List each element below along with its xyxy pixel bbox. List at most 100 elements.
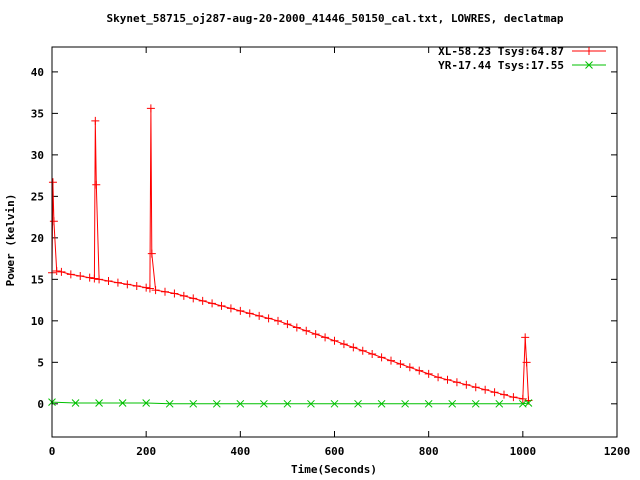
series-1-point	[236, 306, 245, 315]
y-tick-label: 15	[31, 273, 44, 286]
series-2-point	[354, 399, 362, 408]
series-1-point	[405, 363, 414, 372]
series-1-point	[283, 320, 292, 329]
series-1-point	[85, 273, 94, 282]
series-2-point	[330, 399, 339, 408]
x-tick-label: 1000	[510, 445, 537, 458]
series-2-point	[189, 399, 198, 408]
series-2-point	[118, 399, 127, 407]
x-tick-label: 1200	[604, 445, 631, 458]
series-1-point	[245, 309, 254, 318]
series-2-point	[524, 399, 533, 407]
series-2-point	[260, 399, 268, 408]
y-axis-label: Power (kelvin)	[4, 194, 17, 287]
series-1-point	[443, 375, 452, 384]
series-1-point	[522, 358, 531, 367]
series-1-point	[147, 249, 156, 258]
series-2-point	[448, 399, 457, 408]
series-1-point	[170, 289, 179, 298]
series-1-point	[49, 217, 58, 226]
series-2-point	[95, 399, 103, 407]
x-tick-label: 600	[325, 445, 345, 458]
series-1-point	[95, 275, 104, 284]
y-tick-label: 35	[31, 107, 44, 120]
series-1-point	[198, 296, 207, 305]
series-1-point	[92, 180, 101, 189]
y-tick-label: 10	[31, 315, 44, 328]
series-1-point	[377, 353, 386, 362]
series-1-point	[132, 281, 141, 290]
series-1-point	[91, 116, 100, 125]
series-1-point	[66, 270, 75, 279]
series-1-point	[123, 280, 132, 289]
series-2-point	[307, 399, 315, 408]
series-1-point	[349, 343, 358, 352]
x-tick-label: 0	[49, 445, 56, 458]
series-1-point	[471, 383, 480, 392]
x-tick-label: 800	[419, 445, 439, 458]
series-1-point	[57, 267, 66, 276]
series-1-point	[321, 333, 330, 342]
y-tick-label: 0	[37, 398, 44, 411]
series-1-point	[358, 346, 367, 355]
series-1-point	[142, 283, 151, 292]
series-1-point	[292, 323, 301, 332]
series-1-point	[415, 366, 424, 375]
series-2-point	[236, 399, 245, 408]
series-1-line	[51, 108, 529, 401]
series-1-point	[424, 369, 433, 378]
y-tick-label: 25	[31, 190, 44, 203]
series-1-point	[396, 359, 405, 368]
y-tick-label: 30	[31, 149, 44, 162]
y-tick-label: 20	[31, 232, 44, 245]
series-1-point	[330, 336, 339, 345]
series-1-point	[311, 330, 320, 339]
series-1-point	[302, 326, 311, 335]
series-1-point	[208, 299, 217, 308]
series-1-point	[255, 311, 264, 320]
series-2-point	[424, 399, 433, 408]
series-1-point	[387, 356, 395, 365]
chart-title: Skynet_58715_oj287-aug-20-2000_41446_501…	[107, 12, 564, 25]
x-tick-label: 200	[136, 445, 156, 458]
series-1-point	[113, 278, 122, 287]
series-1-point	[226, 304, 235, 313]
series-2-point	[165, 399, 174, 408]
series-1-point	[189, 294, 198, 303]
series-1-point	[145, 284, 154, 293]
series-1-point	[490, 388, 499, 397]
x-tick-label: 400	[230, 445, 250, 458]
legend-marker	[585, 47, 593, 55]
series-2-point	[71, 399, 80, 407]
series-1-point	[339, 340, 348, 349]
series-1-point	[52, 267, 61, 276]
series-1-point	[161, 287, 169, 296]
legend-marker	[585, 61, 593, 69]
series-2-point	[377, 399, 386, 408]
series-1-point	[151, 286, 160, 295]
series-1-point	[509, 393, 518, 402]
series-1-point	[521, 333, 530, 342]
tick-marks	[51, 47, 618, 437]
series-2-point	[495, 399, 504, 408]
series-1-point	[104, 277, 113, 285]
legend-label: YR-17.44 Tsys:17.55	[438, 59, 564, 72]
series-1-point	[146, 104, 155, 113]
series-1-point	[518, 394, 527, 403]
series-2-point	[471, 399, 480, 408]
series-1-point	[179, 291, 188, 300]
series-2-point	[283, 399, 292, 408]
tick-labels: 0 200 400 600 800 1000 1200 0 5 10 15 20 25 30 35 40	[31, 66, 631, 458]
y-tick-label: 5	[37, 356, 44, 369]
series-1-point	[217, 301, 226, 310]
series-1-point	[462, 380, 471, 389]
series-2-line	[51, 401, 529, 405]
series-2-point	[401, 399, 409, 408]
series-2	[48, 398, 533, 408]
series-1-point	[434, 373, 443, 382]
plot-area	[48, 104, 533, 408]
series-1-point	[274, 316, 282, 325]
legend-label: XL-58.23 Tsys:64.87	[438, 45, 564, 58]
